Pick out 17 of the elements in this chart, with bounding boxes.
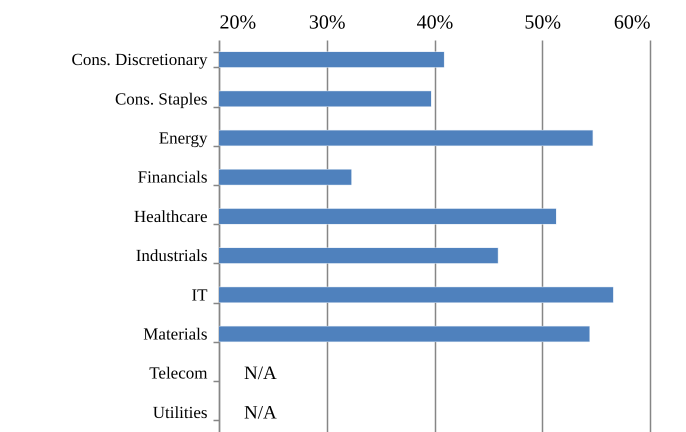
y-tick-label: Financials: [138, 168, 208, 187]
y-tick-label: Telecom: [149, 364, 208, 383]
y-tick-label: Utilities: [152, 402, 208, 422]
x-tick-label: 40%: [416, 12, 454, 34]
y-tick-label: Materials: [143, 324, 208, 344]
annotation: N/A: [244, 402, 277, 424]
y-tick-label: Energy: [158, 128, 208, 148]
y-tick-label: IT: [191, 285, 208, 304]
y-tick-label: Healthcare: [134, 206, 208, 226]
y-tick-label: Industrials: [136, 246, 208, 266]
y-tick-label: Cons. Staples: [114, 89, 208, 108]
x-tick-label: 20%: [220, 12, 256, 34]
x-tick-label: 60%: [614, 12, 650, 34]
y-tick-label: Cons. Discretionary: [72, 50, 208, 70]
x-tick-label: 30%: [308, 12, 346, 34]
annotation: N/A: [244, 363, 277, 384]
x-tick-label: 50%: [524, 12, 562, 34]
